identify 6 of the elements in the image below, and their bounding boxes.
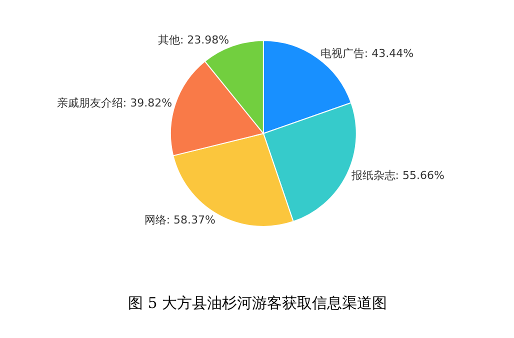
slice-label: 网络: 58.37% — [144, 214, 216, 227]
slice-label: 电视广告: 43.44% — [320, 46, 414, 60]
slice-label: 报纸杂志: 55.66% — [350, 168, 444, 182]
slice-label: 其他: 23.98% — [158, 34, 230, 47]
text: 图 5 大方县油杉河游客获取信息渠道图 — [128, 294, 388, 312]
slice-label: 亲戚朋友介绍: 39.82% — [56, 96, 172, 110]
